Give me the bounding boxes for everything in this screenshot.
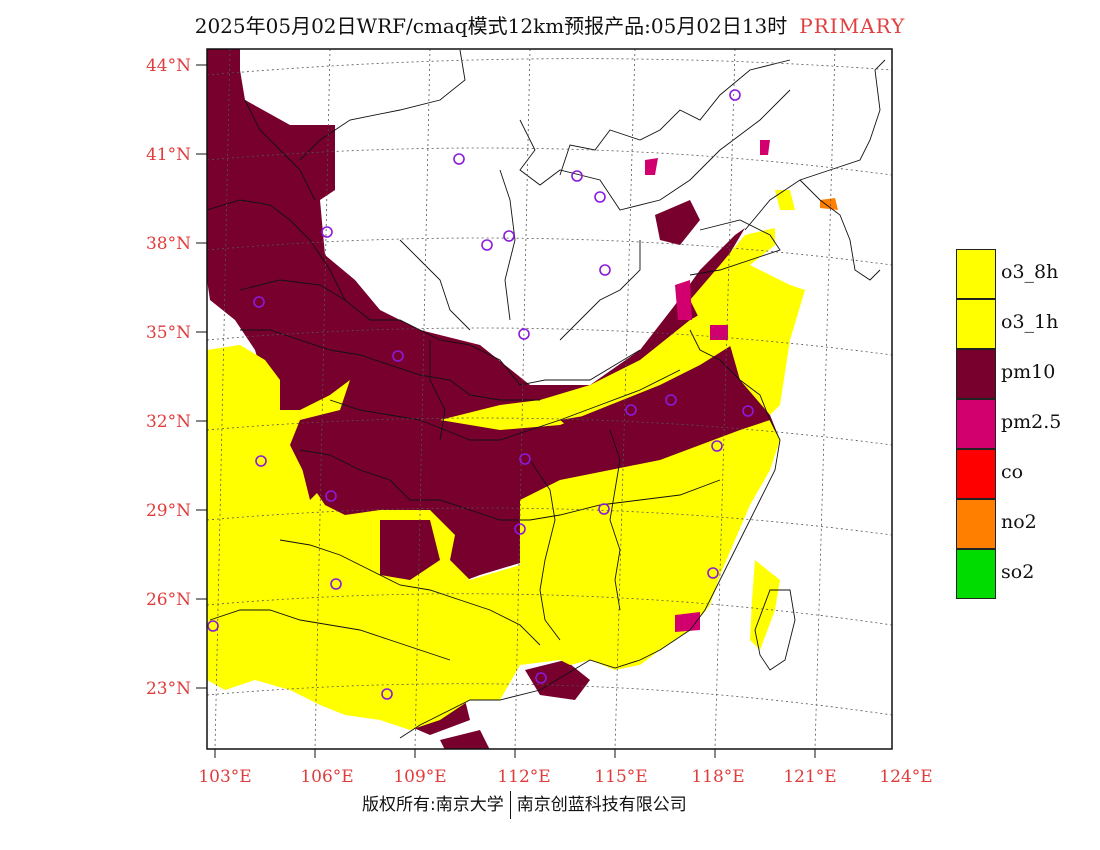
station-marker <box>729 89 741 101</box>
legend-label: pm10 <box>1001 361 1056 383</box>
legend-swatch <box>956 499 996 549</box>
station-marker <box>599 264 611 276</box>
lat-tick-label: 32°N <box>146 412 191 432</box>
station-marker <box>514 523 526 535</box>
station-marker <box>253 296 265 308</box>
station-marker <box>325 490 337 502</box>
station-marker <box>594 191 606 203</box>
lon-tick-label: 115°E <box>594 767 647 787</box>
station-marker <box>255 455 267 467</box>
legend-label: co <box>1001 461 1024 483</box>
legend-swatch <box>956 299 996 349</box>
boundary-lines <box>207 49 886 739</box>
station-marker <box>330 578 342 590</box>
station-marker <box>535 672 547 684</box>
title-text: 2025年05月02日WRF/cmaq模式12km预报产品:05月02日13时 <box>194 14 788 38</box>
legend-label: so2 <box>1001 561 1035 583</box>
lon-tick-label: 103°E <box>198 767 251 787</box>
lon-tick-label: 124°E <box>879 767 932 787</box>
o3-region <box>207 190 805 730</box>
lat-tick-label: 41°N <box>146 145 191 165</box>
station-marker <box>625 404 637 416</box>
station-marker <box>707 567 719 579</box>
legend-swatch <box>956 349 996 399</box>
map-frame <box>206 48 893 750</box>
legend-swatch <box>956 399 996 449</box>
legend-swatch <box>956 449 996 499</box>
station-marker <box>503 230 515 242</box>
station-marker <box>518 328 530 340</box>
lat-tick-label: 26°N <box>146 590 191 610</box>
lon-tick-label: 106°E <box>300 767 353 787</box>
graticule <box>207 49 892 749</box>
title-tag: PRIMARY <box>799 14 906 38</box>
station-marker <box>519 453 531 465</box>
footer-right: 南京创蓝科技有限公司 <box>516 795 687 815</box>
lon-tick-label: 109°E <box>393 767 446 787</box>
station-marker <box>321 226 333 238</box>
station-marker <box>207 620 219 632</box>
legend-swatch <box>956 549 996 599</box>
lat-tick-label: 38°N <box>146 234 191 254</box>
legend-label: o3_1h <box>1001 311 1059 333</box>
station-marker <box>381 688 393 700</box>
lat-tick-label: 44°N <box>146 56 191 76</box>
station-marker <box>742 405 754 417</box>
lat-tick-label: 23°N <box>146 679 191 699</box>
latitude-axis: 44°N 41°N 38°N 35°N 32°N 29°N 26°N 23°N <box>146 56 207 699</box>
legend-label: no2 <box>1001 511 1037 533</box>
station-marker <box>453 153 465 165</box>
copyright-footer: 版权所有:南京大学 南京创蓝科技有限公司 <box>362 790 687 819</box>
station-marker <box>665 394 677 406</box>
footer-separator <box>509 791 511 819</box>
legend-swatch <box>956 249 996 299</box>
map-title: 2025年05月02日WRF/cmaq模式12km预报产品:05月02日13时 P… <box>0 10 1100 39</box>
station-marker <box>392 350 404 362</box>
lat-tick-label: 35°N <box>146 323 191 343</box>
legend-label: o3_8h <box>1001 261 1059 283</box>
station-markers <box>207 89 754 700</box>
lon-tick-label: 112°E <box>497 767 550 787</box>
station-marker <box>571 170 583 182</box>
pm25-region <box>645 140 770 632</box>
station-marker <box>481 239 493 251</box>
pm10-region-inner <box>300 410 660 580</box>
lon-tick-label: 121°E <box>783 767 836 787</box>
lat-tick-label: 29°N <box>146 501 191 521</box>
station-marker <box>711 440 723 452</box>
lon-tick-label: 118°E <box>691 767 744 787</box>
station-marker <box>598 503 610 515</box>
footer-left: 版权所有:南京大学 <box>362 795 504 815</box>
no2-region <box>820 198 838 210</box>
longitude-axis: 103°E 106°E 109°E 112°E 115°E 118°E 121°E 124°E <box>198 749 933 787</box>
legend-label: pm2.5 <box>1001 411 1062 433</box>
